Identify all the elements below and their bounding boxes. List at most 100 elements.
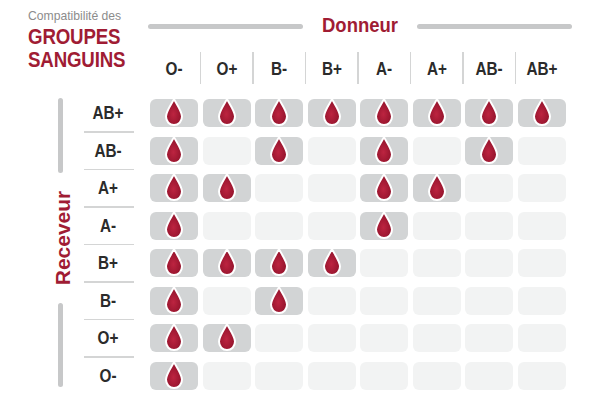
blood-drop-icon [162, 210, 186, 240]
column-separator [410, 52, 412, 84]
donor-column-header-AB-: AB- [469, 58, 510, 80]
blood-type-compatibility-infographic: Compatibilité des GROUPES SANGUINS Donne… [0, 0, 600, 400]
receiver-row-label-O-: O- [86, 365, 130, 387]
donor-axis-title: Donneur [312, 13, 409, 37]
receiver-row-label-A-: A- [86, 215, 130, 237]
blood-drop-icon [425, 97, 449, 127]
blood-drop-icon [372, 172, 396, 202]
grid-cell-A--from-AB+ [518, 212, 566, 240]
column-separator [515, 52, 517, 84]
grid-cell-B+-from-A+ [413, 249, 461, 277]
row-separator [84, 169, 134, 171]
receiver-row-label-B+: B+ [86, 252, 130, 274]
blood-drop-icon [162, 135, 186, 165]
blood-drop-icon [162, 172, 186, 202]
receiver-axis-title: Receveur [50, 178, 76, 298]
blood-drop-icon [215, 322, 239, 352]
receiver-row-label-AB-: AB- [86, 140, 130, 162]
grid-cell-A+-from-AB+ [518, 174, 566, 202]
grid-cell-B--from-A+ [413, 287, 461, 315]
grid-cell-O+-from-AB- [465, 324, 513, 352]
grid-cell-B+-from-O- [150, 249, 198, 277]
grid-cell-B+-from-A- [360, 249, 408, 277]
grid-cell-O--from-O+ [203, 362, 251, 390]
grid-cell-A+-from-B- [255, 174, 303, 202]
grid-cell-O+-from-A- [360, 324, 408, 352]
grid-cell-O--from-A- [360, 362, 408, 390]
blood-drop-icon [162, 285, 186, 315]
grid-cell-B--from-B- [255, 287, 303, 315]
blood-drop-icon [530, 97, 554, 127]
blood-drop-icon [477, 97, 501, 127]
row-separator [84, 244, 134, 246]
donor-column-header-O+: O+ [206, 58, 247, 80]
grid-cell-A--from-A- [360, 212, 408, 240]
grid-cell-O+-from-O- [150, 324, 198, 352]
blood-drop-icon [372, 210, 396, 240]
receiver-rule-top [58, 98, 63, 173]
row-separator [84, 206, 134, 208]
blood-drop-icon [372, 135, 396, 165]
column-separator [200, 52, 202, 84]
grid-cell-B+-from-AB- [465, 249, 513, 277]
grid-cell-O--from-AB+ [518, 362, 566, 390]
grid-cell-A--from-B- [255, 212, 303, 240]
grid-cell-AB+-from-A- [360, 99, 408, 127]
grid-cell-O+-from-A+ [413, 324, 461, 352]
column-separator [305, 52, 307, 84]
grid-cell-B--from-B+ [308, 287, 356, 315]
donor-column-header-A+: A+ [416, 58, 457, 80]
grid-cell-B+-from-B- [255, 249, 303, 277]
donor-rule-right [417, 24, 572, 29]
grid-cell-AB--from-A- [360, 137, 408, 165]
grid-cell-A+-from-A- [360, 174, 408, 202]
grid-cell-AB--from-AB- [465, 137, 513, 165]
donor-column-header-B+: B+ [311, 58, 352, 80]
grid-cell-AB+-from-B+ [308, 99, 356, 127]
grid-cell-AB--from-O- [150, 137, 198, 165]
grid-cell-AB+-from-O+ [203, 99, 251, 127]
blood-drop-icon [162, 247, 186, 277]
receiver-row-label-AB+: AB+ [86, 102, 130, 124]
grid-cell-AB--from-AB+ [518, 137, 566, 165]
grid-cell-AB--from-O+ [203, 137, 251, 165]
grid-cell-B+-from-B+ [308, 249, 356, 277]
grid-cell-A--from-A+ [413, 212, 461, 240]
grid-cell-O--from-A+ [413, 362, 461, 390]
grid-cell-AB+-from-AB+ [518, 99, 566, 127]
receiver-row-label-B-: B- [86, 290, 130, 312]
grid-cell-A--from-B+ [308, 212, 356, 240]
donor-column-header-AB+: AB+ [521, 58, 562, 80]
grid-cell-A+-from-O+ [203, 174, 251, 202]
grid-cell-A+-from-B+ [308, 174, 356, 202]
grid-cell-O--from-B- [255, 362, 303, 390]
grid-cell-AB+-from-B- [255, 99, 303, 127]
grid-cell-O+-from-B- [255, 324, 303, 352]
grid-cell-AB--from-B- [255, 137, 303, 165]
grid-cell-B--from-O- [150, 287, 198, 315]
grid-cell-B--from-AB+ [518, 287, 566, 315]
grid-cell-AB+-from-O- [150, 99, 198, 127]
donor-column-header-O-: O- [154, 58, 195, 80]
blood-drop-icon [267, 135, 291, 165]
grid-cell-B--from-O+ [203, 287, 251, 315]
grid-cell-O+-from-AB+ [518, 324, 566, 352]
receiver-row-label-O+: O+ [86, 327, 130, 349]
grid-cell-AB+-from-A+ [413, 99, 461, 127]
blood-drop-icon [267, 285, 291, 315]
blood-drop-icon [320, 247, 344, 277]
blood-drop-icon [162, 322, 186, 352]
grid-cell-B+-from-O+ [203, 249, 251, 277]
grid-cell-B+-from-AB+ [518, 249, 566, 277]
column-separator [252, 52, 254, 84]
grid-cell-A+-from-A+ [413, 174, 461, 202]
title-sanguins: SANGUINS [28, 47, 125, 73]
grid-cell-O+-from-B+ [308, 324, 356, 352]
row-separator [84, 281, 134, 283]
column-separator [462, 52, 464, 84]
blood-drop-icon [372, 97, 396, 127]
grid-cell-O--from-B+ [308, 362, 356, 390]
row-separator [84, 131, 134, 133]
donor-column-header-B-: B- [259, 58, 300, 80]
grid-cell-A--from-O+ [203, 212, 251, 240]
